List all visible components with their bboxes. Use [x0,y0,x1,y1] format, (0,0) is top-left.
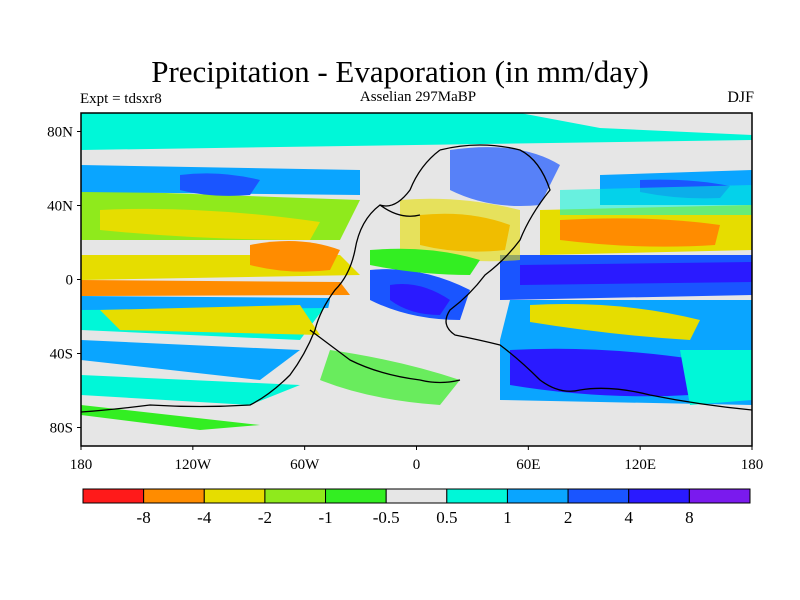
experiment-label: Expt = tdsxr8 [80,91,162,107]
pe-field [81,113,752,446]
colorbar-swatch [446,488,508,504]
lat-label: 40N [47,199,73,215]
longitude-labels: 180 120W 60W 0 60E 120E 180 [70,457,764,473]
colorbar-label: 2 [564,508,573,527]
colorbar-swatch [203,488,266,504]
colorbar-swatch [688,488,751,504]
colorbar-label: 4 [624,508,633,527]
lon-label: 120W [174,457,212,473]
lon-label: 60E [516,457,540,473]
latitude-labels: 80N 40N 0 40S 80S [47,125,73,437]
colorbar-label: -4 [197,508,212,527]
lat-label: 80N [47,125,73,141]
colorbar-swatch [264,488,327,504]
period-label: Asselian 297MaBP [359,89,477,105]
lat-label: 40S [50,347,73,363]
axis-ticks [77,131,753,450]
lon-label: 60W [290,457,320,473]
colorbar-swatch [82,488,145,504]
colorbar-label: 0.5 [436,508,457,527]
lon-label: 180 [741,457,764,473]
lon-label: 120E [624,457,656,473]
colorbar-swatch [567,488,630,504]
colorbar-label: -8 [137,508,151,527]
lon-label: 180 [70,457,93,473]
colorbar-label: 8 [685,508,694,527]
colorbar-swatch [385,488,448,504]
colorbar-label: -2 [258,508,272,527]
colorbar-swatch [506,488,569,504]
colorbar-swatch [628,488,690,504]
colorbar-labels: -8 -4 -2 -1 -0.5 0.5 1 2 4 8 [137,508,694,527]
colorbar-label: -1 [318,508,332,527]
colorbar-label: 1 [503,508,512,527]
colorbar-label: -0.5 [373,508,400,527]
lat-label: 80S [50,421,73,437]
colorbar-swatch [325,488,387,504]
coastline [81,144,752,413]
colorbar-swatch [143,488,205,504]
colorbar [82,488,751,504]
season-label: DJF [727,89,754,106]
lon-label: 0 [413,457,421,473]
plot-title: Precipitation - Evaporation (in mm/day) [151,54,649,89]
lat-label: 0 [66,273,74,289]
